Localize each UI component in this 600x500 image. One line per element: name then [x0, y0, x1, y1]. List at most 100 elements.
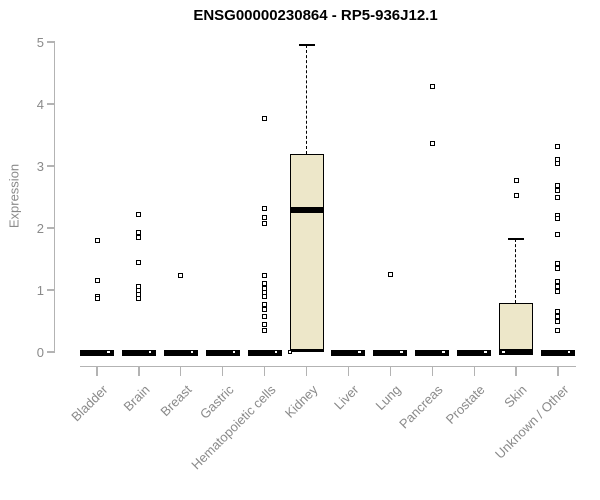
- category-label-bladder: Bladder: [68, 382, 111, 425]
- category-label-prostate: Prostate: [442, 382, 488, 427]
- whisker-Kidney: [305, 45, 307, 155]
- median-line-Hematopoietic cells: [247, 349, 282, 356]
- y-tick: [47, 41, 55, 43]
- median-line-Pancreas: [415, 349, 450, 356]
- x-tick: [180, 366, 182, 376]
- zero-point: [287, 349, 292, 355]
- category-label-gastric: Gastric: [196, 382, 237, 422]
- outlier-point: [262, 220, 268, 226]
- outlier-point: [262, 206, 268, 212]
- category-label-kidney: Kidney: [281, 382, 321, 421]
- outlier-point: [555, 260, 561, 266]
- outlier-point: [555, 279, 561, 285]
- whisker-cap-Skin: [508, 238, 524, 241]
- category-label-pancreas: Pancreas: [396, 382, 446, 432]
- whisker-Skin: [515, 239, 517, 304]
- outlier-point: [387, 272, 393, 277]
- outlier-point: [555, 289, 561, 295]
- outlier-point: [555, 188, 561, 194]
- category-label-liver: Liver: [331, 382, 362, 413]
- outlier-point: [178, 273, 184, 279]
- median-line-Lung: [373, 349, 408, 356]
- outlier-point: [262, 314, 268, 320]
- outlier-point: [136, 235, 142, 241]
- outlier-point: [136, 260, 142, 266]
- boxplot-box-Skin: [499, 303, 533, 352]
- zero-point: [231, 349, 237, 355]
- x-tick: [431, 366, 433, 376]
- y-axis-line: [54, 42, 56, 352]
- outlier-point: [555, 161, 561, 167]
- outlier-point: [429, 84, 435, 90]
- zero-point: [357, 349, 362, 355]
- zero-point: [189, 349, 195, 355]
- outlier-point: [555, 309, 561, 315]
- median-line-Unknown / Other: [540, 349, 575, 356]
- category-label-skin: Skin: [501, 382, 530, 411]
- zero-point: [147, 349, 153, 355]
- y-tick: [47, 165, 55, 167]
- y-tick-label: 5: [36, 34, 44, 50]
- category-label-breast: Breast: [157, 382, 195, 420]
- zero-point: [273, 349, 279, 355]
- outlier-point: [262, 327, 268, 333]
- median-line-Prostate: [457, 349, 492, 356]
- outlier-point: [555, 327, 561, 333]
- outlier-point: [555, 284, 561, 290]
- outlier-point: [262, 115, 268, 121]
- zero-point: [441, 349, 446, 355]
- x-tick: [305, 366, 308, 376]
- outlier-point: [513, 193, 519, 199]
- outlier-point: [94, 296, 100, 302]
- boxplot-box-Kidney: [289, 154, 324, 352]
- x-tick: [557, 366, 559, 376]
- outlier-point: [555, 194, 561, 200]
- x-tick: [96, 366, 98, 376]
- outlier-point: [555, 314, 561, 320]
- category-label-lung: Lung: [372, 382, 404, 414]
- x-axis-line: [80, 366, 576, 368]
- outlier-point: [513, 177, 519, 183]
- y-tick-label: 0: [36, 344, 44, 360]
- y-tick: [47, 227, 55, 229]
- x-tick: [138, 366, 140, 376]
- zero-point: [566, 349, 572, 355]
- outlier-point: [555, 319, 561, 325]
- y-tick: [47, 289, 55, 291]
- y-tick-label: 1: [36, 282, 44, 298]
- outlier-point: [555, 215, 561, 221]
- median-line-Gastric: [205, 349, 240, 356]
- zero-point: [106, 349, 111, 355]
- x-tick: [347, 366, 350, 376]
- zero-point: [483, 349, 488, 355]
- median-line-Breast: [163, 349, 198, 356]
- median-line-Bladder: [80, 349, 114, 356]
- x-tick: [264, 366, 266, 376]
- outlier-point: [94, 237, 100, 243]
- outlier-point: [136, 212, 142, 218]
- outlier-point: [555, 143, 561, 149]
- category-label-brain: Brain: [120, 382, 153, 415]
- y-tick: [47, 103, 55, 105]
- median-line-Kidney: [289, 207, 324, 214]
- x-tick: [389, 366, 391, 376]
- outlier-point: [555, 183, 561, 189]
- outlier-point: [555, 232, 561, 238]
- x-tick: [222, 366, 224, 376]
- whisker-cap-Kidney: [298, 44, 315, 46]
- outlier-point: [136, 229, 142, 235]
- y-tick-label: 2: [36, 220, 44, 236]
- zero-point: [501, 349, 506, 355]
- median-line-Skin: [499, 349, 533, 355]
- outlier-point: [262, 214, 268, 220]
- chart-title: ENSG00000230864 - RP5-936J12.1: [193, 7, 438, 24]
- y-tick-label: 4: [36, 96, 44, 112]
- outlier-point: [262, 272, 268, 278]
- median-line-Liver: [331, 349, 366, 356]
- x-tick: [515, 366, 517, 376]
- outlier-point: [429, 140, 435, 146]
- outlier-point: [94, 278, 100, 284]
- outlier-point: [262, 307, 268, 313]
